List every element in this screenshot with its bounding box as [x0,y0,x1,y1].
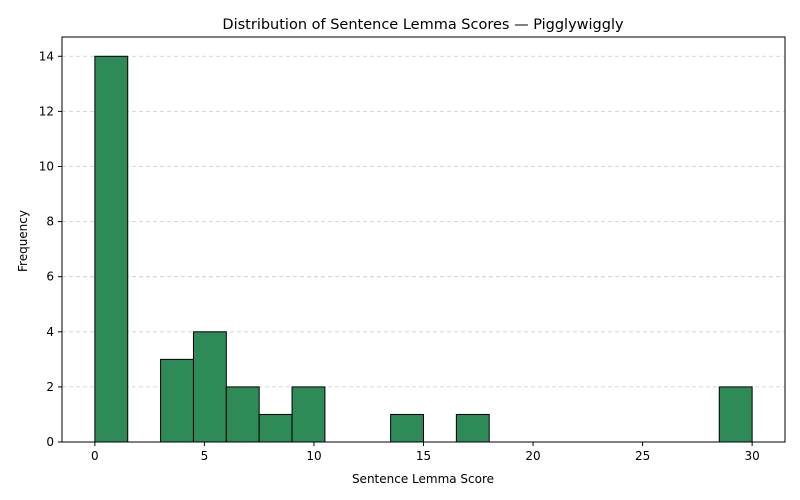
x-tick-label: 10 [306,449,321,463]
histogram-bar [718,386,753,443]
x-tick-label: 15 [416,449,431,463]
histogram-bar [94,55,129,443]
histogram-bar [291,386,326,443]
histogram-bars [94,55,753,443]
x-tick-label: 20 [525,449,540,463]
x-axis-ticks: 0 5 10 15 20 25 30 [91,442,760,463]
y-axis-ticks: 0 2 4 6 8 10 12 14 [39,49,62,449]
x-tick-label: 25 [635,449,650,463]
y-tick-label: 8 [46,215,54,229]
y-tick-label: 4 [46,325,54,339]
y-tick-label: 14 [39,49,54,63]
y-axis-label: Frequency [16,210,30,272]
histogram-bar [455,413,490,443]
x-tick-label: 0 [91,449,99,463]
y-tick-label: 2 [46,380,54,394]
y-tick-label: 6 [46,270,54,284]
x-tick-label: 30 [744,449,759,463]
histogram-bar [192,331,227,443]
histogram-bar [225,386,260,443]
y-tick-label: 12 [39,104,54,118]
y-tick-label: 0 [46,435,54,449]
chart-title: Distribution of Sentence Lemma Scores — … [222,17,624,33]
histogram-bar [390,413,424,443]
histogram-bar [258,413,293,443]
y-gridlines [62,55,785,388]
y-tick-label: 10 [39,159,54,173]
histogram-bar [160,358,194,443]
x-axis-label: Sentence Lemma Score [352,472,494,486]
x-tick-label: 5 [201,449,209,463]
